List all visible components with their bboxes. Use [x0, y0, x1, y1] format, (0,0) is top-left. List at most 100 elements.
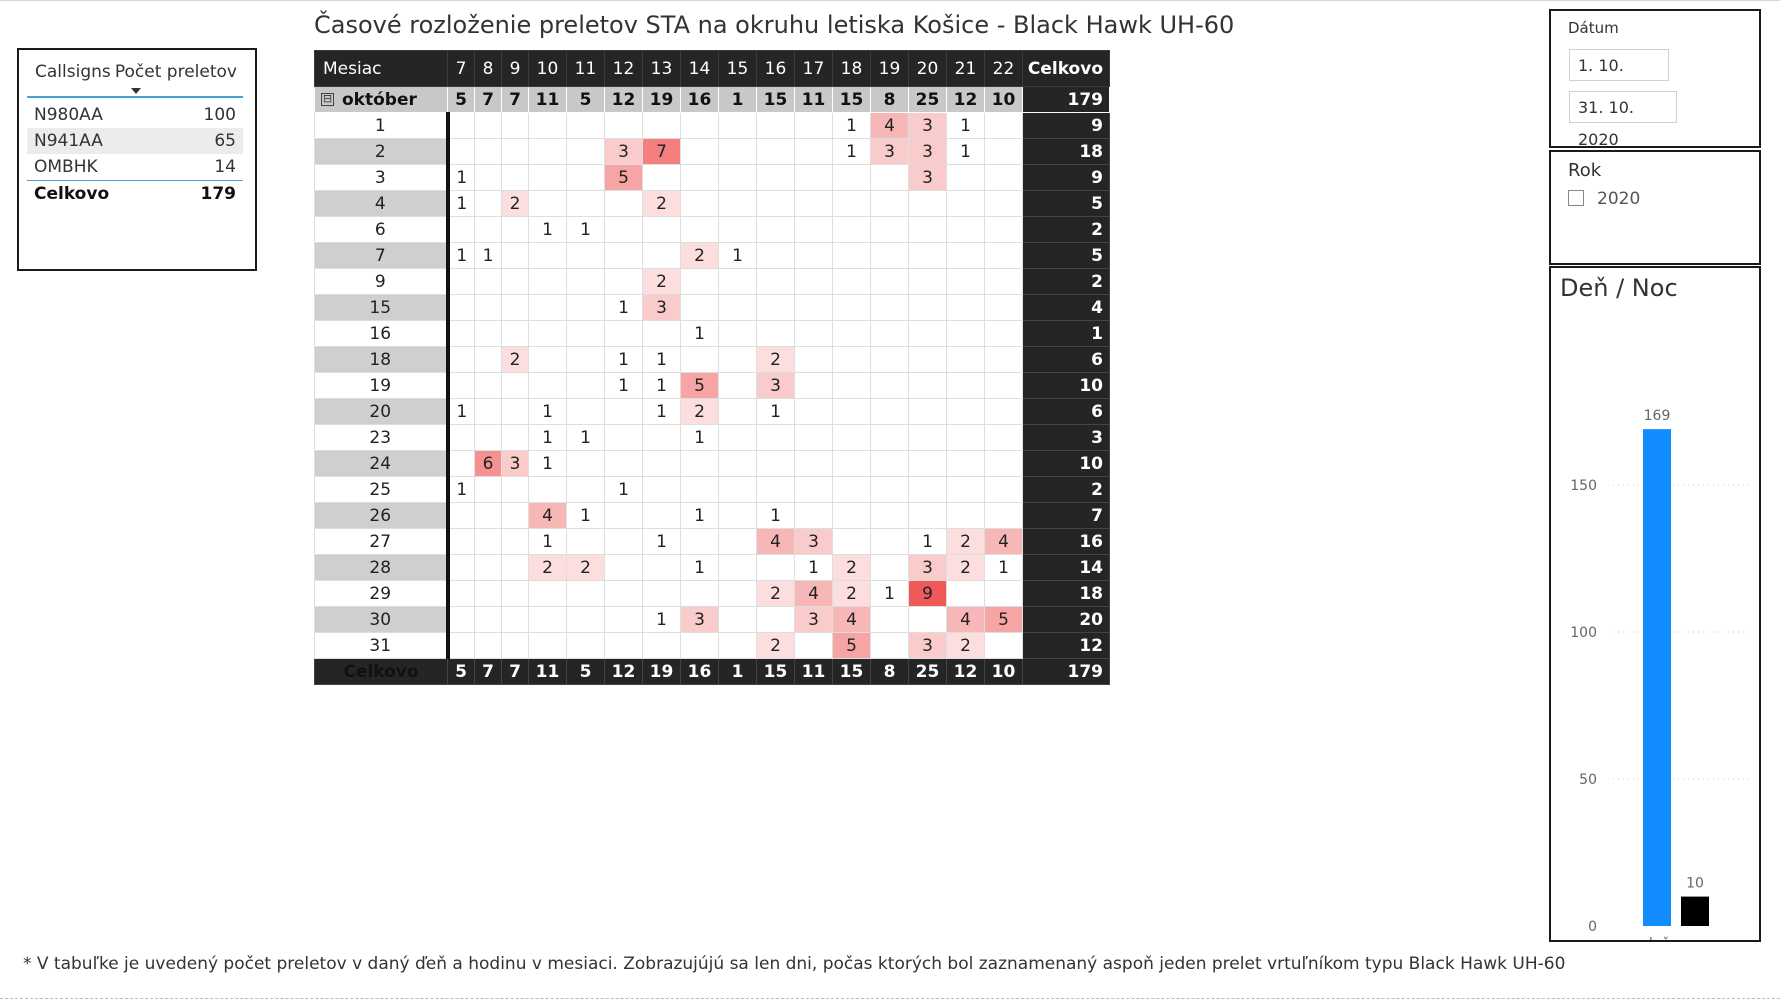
matrix-cell[interactable] [474, 320, 502, 347]
matrix-cell[interactable] [756, 112, 795, 139]
matrix-cell[interactable] [447, 450, 475, 477]
day-row[interactable]: 18 2 1 1 2 6 [314, 346, 1110, 373]
matrix-cell[interactable] [528, 372, 567, 399]
matrix-cell[interactable] [756, 450, 795, 477]
matrix-cell[interactable] [718, 320, 757, 347]
callsign-row[interactable]: N941AA 65 [27, 128, 243, 154]
matrix-cell[interactable] [447, 346, 475, 373]
matrix-cell[interactable]: 1 [642, 398, 681, 425]
matrix-cell[interactable] [566, 346, 605, 373]
matrix-cell[interactable]: 3 [908, 138, 947, 165]
matrix-cell[interactable] [474, 346, 502, 373]
matrix-cell[interactable]: 1 [566, 502, 605, 529]
matrix-cell[interactable] [794, 190, 833, 217]
matrix-cell[interactable] [718, 580, 757, 607]
matrix-cell[interactable] [870, 424, 909, 451]
matrix-cell[interactable] [566, 164, 605, 191]
matrix-cell[interactable]: 2 [501, 346, 529, 373]
matrix-cell[interactable]: 1 [756, 502, 795, 529]
year-option-label[interactable]: 2020 [1597, 189, 1641, 209]
matrix-cell[interactable]: 1 [528, 398, 567, 425]
matrix-cell[interactable] [680, 112, 719, 139]
matrix-cell[interactable] [501, 164, 529, 191]
matrix-cell[interactable] [604, 190, 643, 217]
matrix-cell[interactable] [870, 632, 909, 659]
matrix-cell[interactable] [447, 294, 475, 321]
matrix-cell[interactable] [474, 580, 502, 607]
matrix-cell[interactable] [908, 398, 947, 425]
hour-column-header[interactable]: 7 [447, 50, 475, 87]
matrix-cell[interactable] [946, 268, 985, 295]
matrix-cell[interactable] [474, 606, 502, 633]
matrix-cell[interactable] [794, 372, 833, 399]
matrix-cell[interactable] [718, 268, 757, 295]
matrix-cell[interactable] [604, 242, 643, 269]
hour-column-header[interactable]: 12 [604, 50, 643, 87]
matrix-cell[interactable] [447, 554, 475, 581]
matrix-cell[interactable] [794, 138, 833, 165]
matrix-cell[interactable] [794, 398, 833, 425]
matrix-cell[interactable]: 1 [680, 502, 719, 529]
count-column-header[interactable]: Počet preletov [114, 62, 237, 82]
matrix-cell[interactable] [642, 112, 681, 139]
matrix-cell[interactable] [642, 450, 681, 477]
month-label[interactable]: ⊟ október [314, 86, 448, 113]
matrix-cell[interactable] [528, 190, 567, 217]
matrix-cell[interactable] [832, 320, 871, 347]
matrix-cell[interactable]: 1 [870, 580, 909, 607]
matrix-cell[interactable] [718, 424, 757, 451]
matrix-cell[interactable] [447, 112, 475, 139]
matrix-cell[interactable]: 5 [604, 164, 643, 191]
matrix-cell[interactable]: 2 [501, 190, 529, 217]
day-row[interactable]: 25 1 1 2 [314, 476, 1110, 503]
matrix-cell[interactable] [680, 190, 719, 217]
matrix-cell[interactable]: 3 [756, 372, 795, 399]
matrix-cell[interactable] [946, 424, 985, 451]
matrix-cell[interactable]: 1 [756, 398, 795, 425]
matrix-cell[interactable] [718, 632, 757, 659]
matrix-cell[interactable] [946, 242, 985, 269]
matrix-cell[interactable]: 4 [870, 112, 909, 139]
matrix-cell[interactable] [528, 164, 567, 191]
matrix-cell[interactable] [984, 424, 1023, 451]
matrix-cell[interactable] [680, 164, 719, 191]
matrix-cell[interactable]: 1 [604, 372, 643, 399]
matrix-cell[interactable]: 1 [528, 216, 567, 243]
matrix-cell[interactable] [984, 320, 1023, 347]
matrix-cell[interactable] [794, 424, 833, 451]
hour-column-header[interactable]: 19 [870, 50, 909, 87]
matrix-cell[interactable] [718, 476, 757, 503]
matrix-cell[interactable]: 1 [642, 606, 681, 633]
day-row[interactable]: 27 1 1 4 3 1 2 4 16 [314, 528, 1110, 555]
matrix-cell[interactable]: 3 [680, 606, 719, 633]
matrix-cell[interactable]: 1 [984, 554, 1023, 581]
matrix-cell[interactable]: 2 [832, 554, 871, 581]
matrix-cell[interactable] [604, 450, 643, 477]
matrix-cell[interactable] [528, 294, 567, 321]
matrix-cell[interactable] [566, 190, 605, 217]
matrix-cell[interactable] [718, 450, 757, 477]
matrix-cell[interactable] [756, 268, 795, 295]
matrix-cell[interactable] [756, 294, 795, 321]
matrix-cell[interactable]: 2 [528, 554, 567, 581]
hour-column-header[interactable]: 8 [474, 50, 502, 87]
matrix-cell[interactable] [501, 112, 529, 139]
matrix-cell[interactable] [501, 268, 529, 295]
matrix-cell[interactable] [566, 268, 605, 295]
matrix-cell[interactable] [756, 320, 795, 347]
matrix-cell[interactable]: 2 [566, 554, 605, 581]
matrix-cell[interactable]: 3 [501, 450, 529, 477]
hour-column-header[interactable]: 13 [642, 50, 681, 87]
matrix-cell[interactable] [447, 372, 475, 399]
matrix-cell[interactable] [566, 372, 605, 399]
matrix-cell[interactable] [447, 216, 475, 243]
matrix-cell[interactable] [756, 242, 795, 269]
matrix-cell[interactable] [680, 450, 719, 477]
matrix-cell[interactable] [642, 580, 681, 607]
matrix-cell[interactable]: 1 [718, 242, 757, 269]
matrix-cell[interactable] [794, 502, 833, 529]
matrix-cell[interactable] [566, 294, 605, 321]
matrix-cell[interactable]: 4 [528, 502, 567, 529]
matrix-cell[interactable] [946, 476, 985, 503]
matrix-cell[interactable]: 6 [474, 450, 502, 477]
